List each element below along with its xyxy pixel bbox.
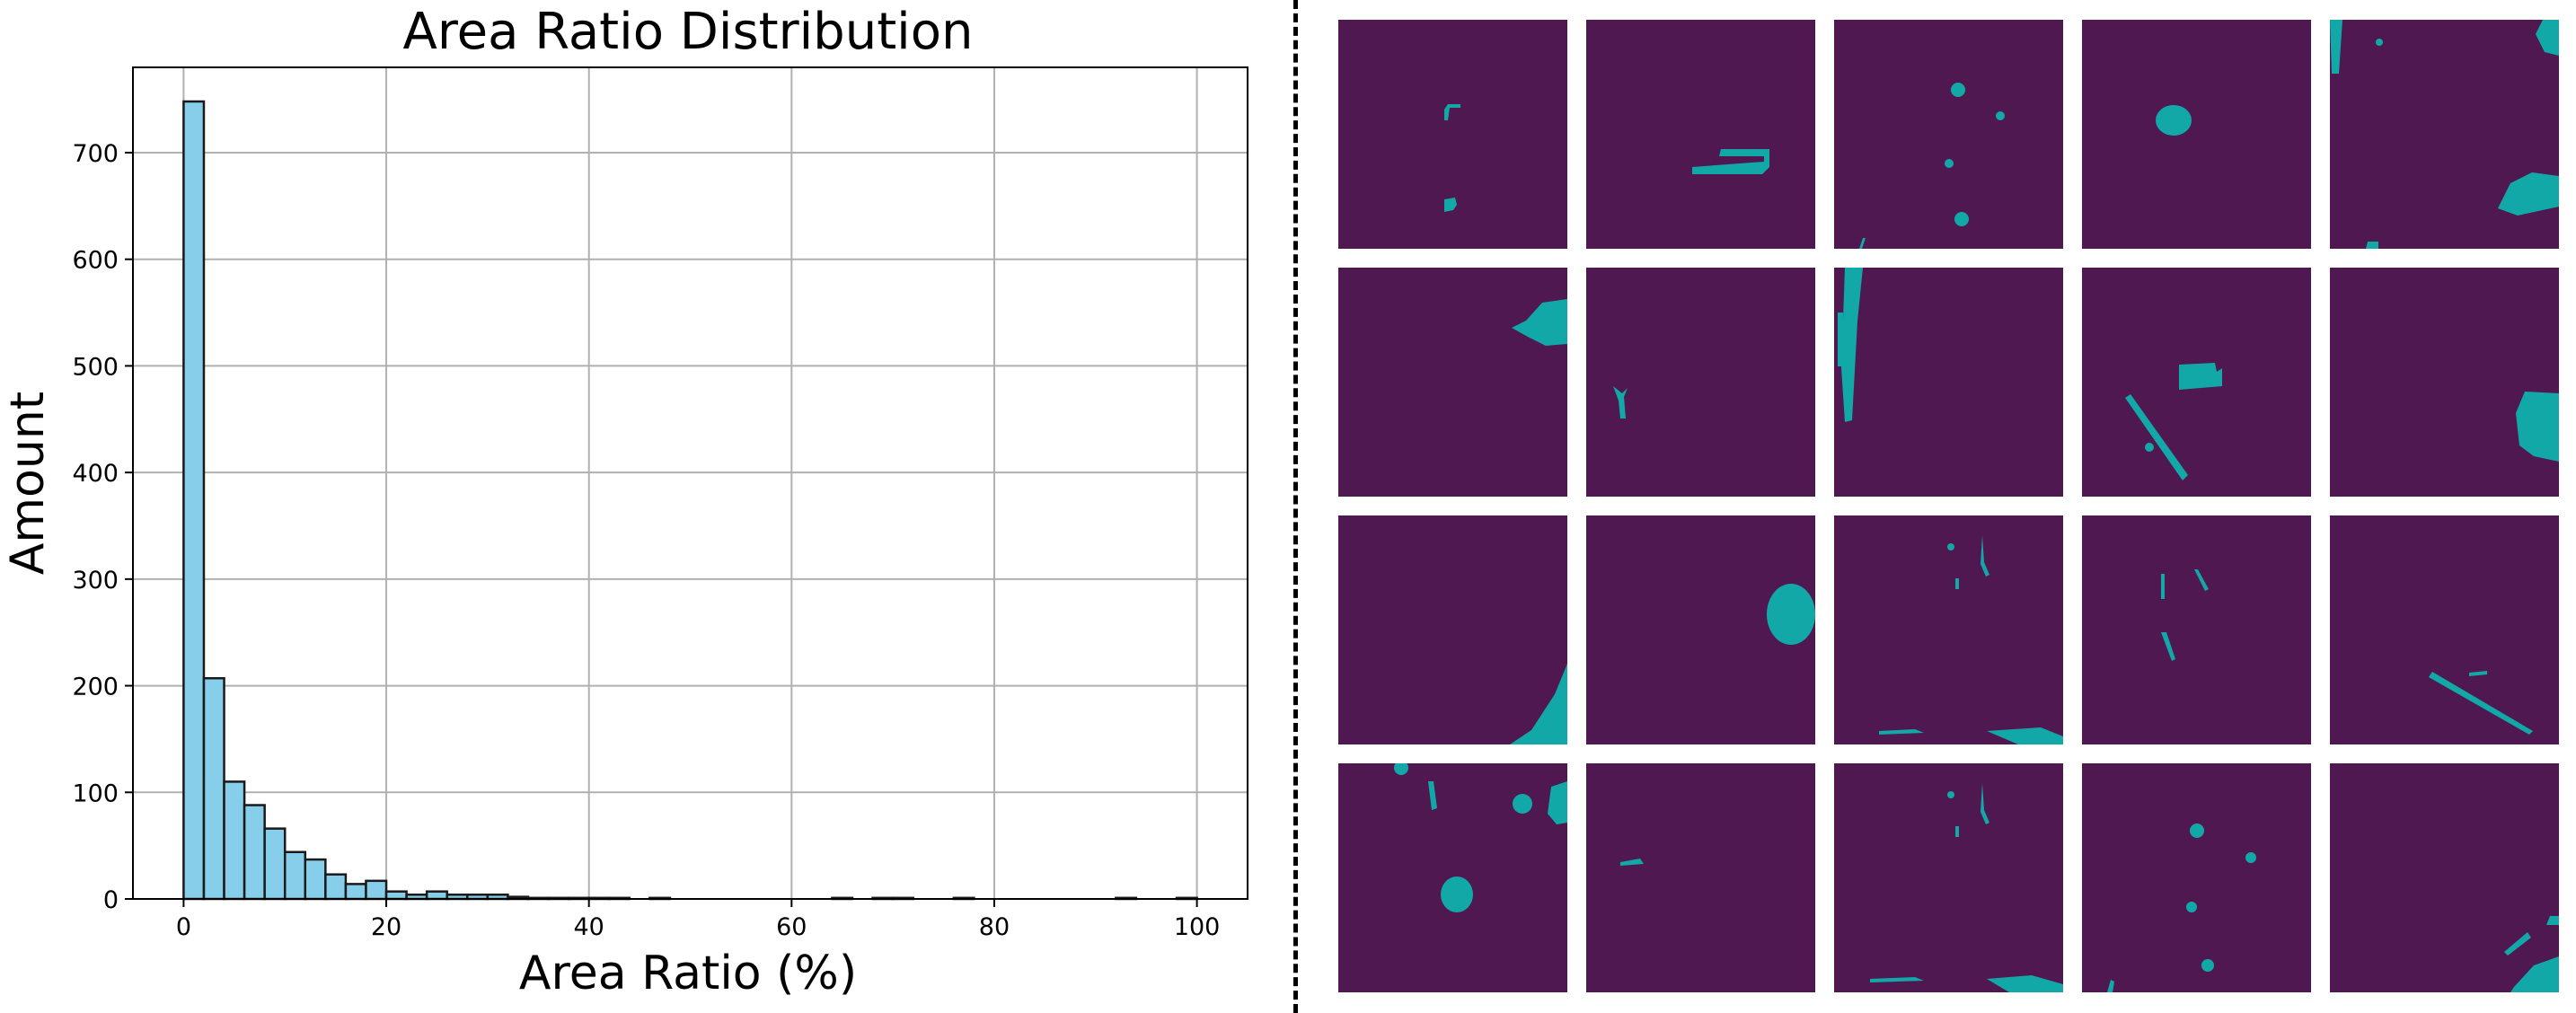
chart-title: Area Ratio Distribution [403,3,974,61]
y-tick-label: 600 [72,247,119,275]
histogram-bar [263,827,287,901]
dashed-divider [1293,0,1298,1013]
plot-frame [132,66,1248,900]
histogram-bar [223,780,246,901]
grid-lines [133,67,1248,900]
segmentation-mask [1586,763,1815,992]
histogram-chart: Area Ratio Distribution 0 20 40 60 80 100 0 10… [1,3,1248,1000]
histogram-bars [182,100,1198,901]
segmentation-mask [1338,20,1567,249]
segmentation-mask [2082,268,2311,497]
segmentation-mask [2330,515,2559,744]
segmentation-mask [2330,20,2559,249]
y-tick-label: 500 [72,353,119,381]
histogram-bar [243,804,266,901]
segmentation-mask [1338,763,1567,992]
x-tick-label: 20 [371,913,401,941]
segmentation-mask [1834,763,2063,992]
y-tick-label: 700 [72,140,119,168]
y-tick-label: 200 [72,674,119,701]
x-tick-label: 60 [776,913,807,941]
x-axis-label: Area Ratio (%) [519,947,857,1000]
x-tick-label: 0 [176,913,191,941]
segmentation-mask [2330,763,2559,992]
histogram-bar [365,879,388,901]
histogram-bar [344,883,367,901]
x-tick-label: 80 [979,913,1010,941]
segmentation-mask [2082,763,2311,992]
segmentation-mask [1834,268,2063,497]
segmentation-mask [1586,268,1815,497]
histogram-bar [304,858,327,901]
segmentation-mask [2330,268,2559,497]
histogram-bar [324,873,348,901]
y-tick-label: 300 [72,567,119,595]
segmentation-mask [2082,515,2311,744]
x-tick-label: 100 [1174,913,1221,941]
segmentation-mask [1338,268,1567,497]
segmentation-mask [2082,20,2311,249]
segmentation-mask [1586,515,1815,744]
histogram-bar [425,890,448,901]
y-tick-label: 400 [72,460,119,488]
y-axis-ticks: 0 100 200 300 400 500 600 700 [72,140,133,914]
segmentation-mask [1834,20,2063,249]
histogram-bar [384,890,408,901]
segmentation-mask [1338,515,1567,744]
y-tick-label: 0 [103,886,119,914]
histogram-bar [202,677,225,901]
histogram-bar [182,100,206,901]
y-tick-label: 100 [72,780,119,807]
x-tick-label: 40 [574,913,604,941]
x-axis-ticks: 0 20 40 60 80 100 [176,899,1221,941]
segmentation-mask [1586,20,1815,249]
y-axis-label: Amount [1,392,55,575]
segmentation-mask [1834,515,2063,744]
histogram-bar [283,850,307,901]
